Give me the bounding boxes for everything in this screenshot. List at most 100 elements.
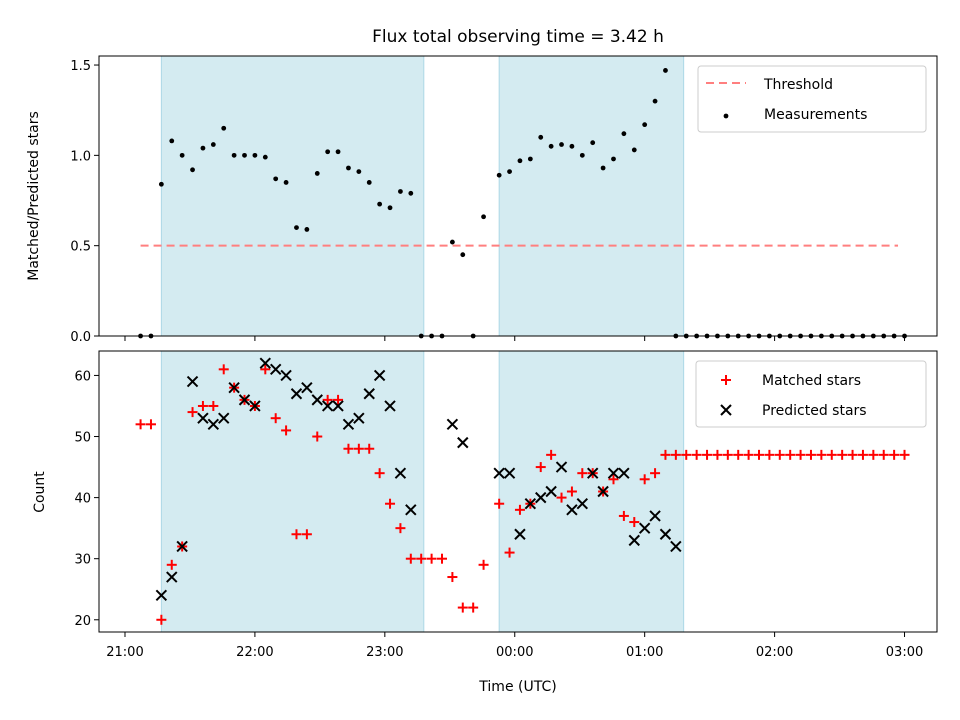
measurement-point <box>460 252 466 258</box>
predicted-star-point <box>659 528 672 540</box>
observing-window-top-1 <box>498 55 685 337</box>
measurement-point <box>242 152 247 158</box>
matched-star-point <box>416 553 427 564</box>
predicted-star-point <box>207 418 220 431</box>
predicted-star-point <box>155 589 168 602</box>
predicted-star-point <box>373 369 386 382</box>
predicted-star-point <box>228 381 240 394</box>
top-x-ticks <box>124 336 906 341</box>
measurement-point <box>611 156 616 162</box>
measurement-point <box>356 169 362 175</box>
measurement-point <box>387 205 393 211</box>
matched-star-point <box>478 559 489 570</box>
matched-star-point <box>187 407 198 418</box>
predicted-star-point <box>197 412 209 424</box>
predicted-star-point <box>353 412 365 424</box>
measurement-point <box>283 180 289 185</box>
predicted-star-point <box>493 467 505 479</box>
bottom-y-tick-label: 20 <box>74 614 91 629</box>
matched-star-point <box>650 468 661 479</box>
bottom-y-tick-label: 50 <box>74 431 91 446</box>
predicted-star-point <box>332 400 344 412</box>
predicted-star-point <box>321 400 334 412</box>
predicted-star-point <box>238 394 251 406</box>
bottom-y-tick-label: 40 <box>74 492 91 507</box>
matched-star-point <box>857 449 868 460</box>
measurement-point <box>527 156 533 162</box>
predicted-star-point <box>649 510 661 522</box>
predicted-star-point <box>503 467 516 479</box>
predicted-star-point <box>280 369 292 382</box>
matched-star-point <box>670 449 681 460</box>
matched-star-point <box>457 602 468 613</box>
matched-star-point <box>218 364 229 375</box>
measurement-point <box>200 145 206 151</box>
measurement-point <box>642 122 648 128</box>
matched-star-point <box>494 498 505 509</box>
matched-star-point <box>889 449 900 460</box>
predicted-star-point <box>576 498 589 510</box>
matched-star-point <box>868 449 879 460</box>
predicted-star-point <box>342 418 355 431</box>
predicted-star-point <box>301 381 313 394</box>
predicted-star-point <box>524 498 537 510</box>
legend-threshold-label: Threshold <box>763 77 833 93</box>
measurement-point <box>221 125 227 131</box>
measurement-point <box>631 147 637 153</box>
measurement-point <box>538 134 544 140</box>
top-y-tick-label: 0.5 <box>70 240 91 255</box>
predicted-star-point <box>218 412 230 424</box>
matched-star-point <box>577 468 588 479</box>
measurement-point <box>377 201 383 207</box>
matched-star-point <box>436 553 447 564</box>
measurement-point <box>335 149 341 155</box>
chart-title: Flux total observing time = 3.42 h <box>372 27 664 47</box>
measurement-point <box>600 165 606 171</box>
matched-star-point <box>260 364 271 375</box>
matched-star-point <box>608 474 619 485</box>
matched-star-point <box>764 449 775 460</box>
matched-star-point <box>374 468 385 479</box>
measurement-point <box>496 172 502 178</box>
measurement-point <box>579 152 585 158</box>
matched-star-point <box>618 510 629 521</box>
bottom-y-axis-label: Count <box>32 471 48 513</box>
x-tick-label: 23:00 <box>366 645 403 660</box>
predicted-star-point <box>290 388 303 400</box>
predicted-star-point <box>535 491 547 504</box>
measurement-point <box>517 158 523 164</box>
predicted-star-point <box>394 467 407 479</box>
top-y-tick-label: 1.0 <box>70 149 91 164</box>
matched-star-point <box>546 449 557 460</box>
matched-star-point <box>795 449 806 460</box>
x-tick-label: 00:00 <box>496 645 533 660</box>
matched-star-point <box>385 498 396 509</box>
matched-star-point <box>468 602 479 613</box>
predicted-star-point <box>514 528 526 540</box>
matched-star-point <box>722 449 733 460</box>
x-axis-label: Time (UTC) <box>478 679 556 695</box>
legend-matched-marker <box>721 375 731 385</box>
matched-star-point <box>754 449 765 460</box>
predicted-star-point <box>597 485 609 498</box>
observing-window-top-0 <box>160 55 425 337</box>
measurement-point <box>346 165 351 171</box>
observing-window-bottom-0 <box>160 350 425 633</box>
measurement-point <box>314 171 320 176</box>
predicted-star-point <box>166 571 178 583</box>
matched-star-point <box>556 492 567 503</box>
bottom-y-ticks: 20 30 40 50 60 <box>74 369 99 629</box>
measurement-point <box>366 180 372 185</box>
matched-star-point <box>156 614 167 625</box>
top-y-ticks: 0.0 0.5 1.0 1.5 <box>70 59 99 345</box>
measurement-point <box>169 138 175 144</box>
predicted-stars-series <box>155 357 682 602</box>
matched-star-point <box>639 474 650 485</box>
measurement-point <box>398 189 403 194</box>
observing-window-bottom-1 <box>498 350 685 633</box>
x-tick-label: 21:00 <box>106 645 143 660</box>
matched-star-point <box>774 449 785 460</box>
measurement-point <box>652 98 658 104</box>
predicted-star-point <box>607 467 620 479</box>
measurement-point <box>621 131 627 137</box>
